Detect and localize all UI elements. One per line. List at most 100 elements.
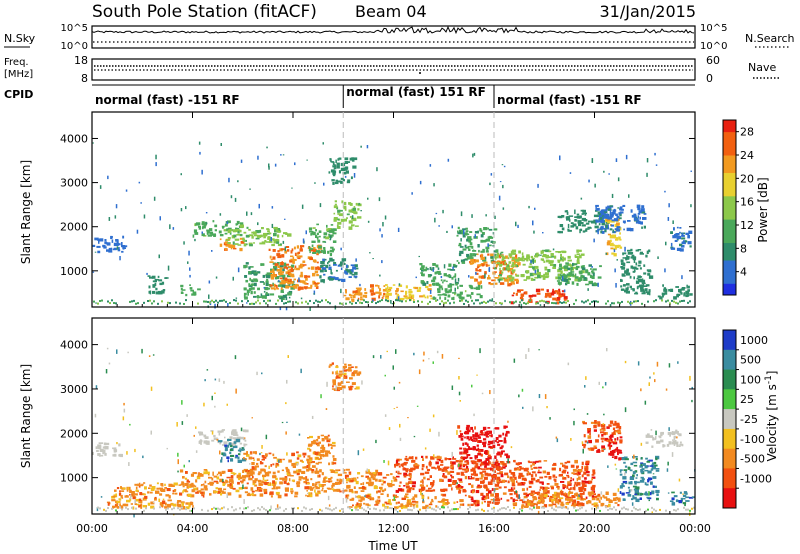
ground-scatter-cell [355,302,357,305]
heat-cell [587,500,592,503]
heat-cell [335,179,338,182]
heat-cell [553,462,557,465]
heat-speckle [381,234,383,238]
heat-speckle [162,498,165,501]
heat-cell [590,267,592,270]
heat-cell [645,491,648,495]
heat-cell [321,484,324,488]
heat-cell [247,289,251,292]
heat-cell [234,243,239,245]
heat-cell [566,460,571,464]
heat-cell [212,220,215,223]
heat-cell [639,251,643,254]
heat-cell [346,381,350,383]
power-colorbar-tick-label: 20 [740,172,754,185]
heat-cell [398,484,401,487]
heat-cell [262,474,266,478]
heat-speckle [130,494,132,500]
heat-cell [683,491,688,494]
heat-cell [323,232,328,236]
heat-cell [510,472,516,475]
heat-cell [429,295,432,297]
heat-cell [512,262,515,266]
heat-cell [421,494,425,497]
heat-cell [670,231,673,234]
heat-cell [312,248,317,253]
heat-cell [353,370,355,373]
heat-cell [119,453,122,457]
heat-speckle [274,163,277,167]
heat-cell [478,440,482,443]
heat-cell [447,294,451,298]
heat-speckle [219,450,221,455]
heat-cell [519,499,524,502]
heat-speckle [313,293,315,295]
ground-scatter-cell [607,300,609,303]
heat-cell [539,481,544,484]
heat-cell [578,249,582,252]
heat-cell [515,259,520,262]
heat-cell [348,387,352,391]
heat-speckle [379,228,381,232]
heat-cell [206,441,210,445]
heat-cell [388,499,391,503]
heat-cell [494,256,499,259]
ground-scatter-cell [425,509,427,512]
heat-cell [537,479,540,481]
ground-scatter-cell [247,506,249,509]
heat-cell [480,492,484,496]
heat-cell [259,242,263,245]
heat-cell [119,505,124,509]
ground-scatter-cell [479,302,481,305]
heat-cell [503,277,505,280]
heat-speckle [172,227,175,230]
ground-scatter-cell [285,508,287,511]
heat-cell [271,487,276,490]
heat-speckle [454,287,456,292]
ground-scatter-cell [575,299,577,302]
heat-cell [570,266,573,270]
heat-cell [291,479,295,482]
heat-cell [596,230,599,233]
heat-cell [493,271,497,273]
heat-cell [575,219,578,222]
heat-cell [234,445,238,448]
heat-cell [474,455,478,459]
heat-cell [550,498,555,501]
heat-cell [312,251,317,254]
ground-scatter-cell [637,300,639,303]
ground-scatter-cell [261,506,263,509]
heat-cell [581,267,586,271]
heat-speckle [651,511,653,513]
heat-speckle [278,280,280,282]
heat-cell [490,255,495,258]
heat-cell [641,211,646,214]
heat-cell [483,484,488,488]
ground-scatter-cell [267,509,269,512]
heat-cell [579,255,582,259]
heat-cell [437,456,442,459]
heat-speckle [473,413,475,417]
heat-cell [348,202,352,205]
heat-cell [379,288,381,292]
heat-cell [619,469,623,471]
heat-cell [516,290,521,293]
heat-cell [504,472,509,476]
heat-cell [600,437,604,440]
heat-cell [167,499,172,502]
heat-speckle [214,303,216,309]
ground-scatter-cell [413,506,415,509]
heat-cell [241,481,244,484]
heat-cell [311,461,315,463]
heat-cell [610,224,614,227]
heat-cell [557,281,562,285]
heat-cell [451,276,454,280]
ground-scatter-cell [363,299,365,302]
heat-cell [661,292,666,296]
heat-cell [346,496,349,500]
heat-cell [378,295,381,299]
heat-cell [338,170,341,174]
heat-cell [558,492,561,495]
heat-cell [573,505,576,508]
